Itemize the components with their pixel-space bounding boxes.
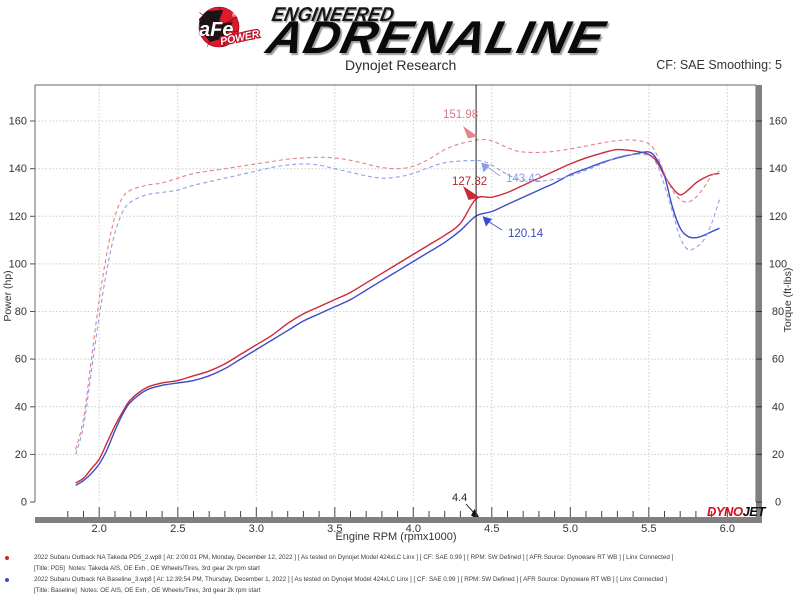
svg-text:140: 140 <box>769 163 787 175</box>
svg-text:120.14: 120.14 <box>508 228 544 240</box>
svg-text:5.0: 5.0 <box>563 523 578 535</box>
svg-text:0: 0 <box>775 497 781 509</box>
svg-text:151.98: 151.98 <box>443 109 478 121</box>
svg-text:160: 160 <box>9 116 27 128</box>
svg-text:3.0: 3.0 <box>249 523 264 535</box>
svg-text:127.32: 127.32 <box>452 176 487 188</box>
svg-text:6.0: 6.0 <box>720 523 735 535</box>
svg-text:60: 60 <box>772 354 784 366</box>
svg-text:Power (hp): Power (hp) <box>2 270 14 321</box>
svg-text:160: 160 <box>769 116 787 128</box>
svg-text:Torque (ft-lbs): Torque (ft-lbs) <box>782 268 794 333</box>
svg-text:40: 40 <box>15 401 27 413</box>
svg-text:20: 20 <box>772 449 784 461</box>
svg-text:140: 140 <box>9 163 27 175</box>
svg-text:4.5: 4.5 <box>484 523 499 535</box>
svg-text:0: 0 <box>21 497 27 509</box>
svg-text:40: 40 <box>772 401 784 413</box>
svg-text:60: 60 <box>15 354 27 366</box>
svg-text:2.0: 2.0 <box>92 523 107 535</box>
svg-text:DYNOJET: DYNOJET <box>707 504 766 519</box>
svg-text:80: 80 <box>15 306 27 318</box>
svg-text:4.4: 4.4 <box>452 492 467 504</box>
svg-text:120: 120 <box>9 211 27 223</box>
svg-text:143.42: 143.42 <box>506 173 541 185</box>
svg-text:20: 20 <box>15 449 27 461</box>
svg-text:Engine RPM (rpmx1000): Engine RPM (rpmx1000) <box>335 531 456 543</box>
svg-text:2.5: 2.5 <box>170 523 185 535</box>
svg-text:100: 100 <box>9 258 27 270</box>
svg-text:120: 120 <box>769 211 787 223</box>
svg-text:5.5: 5.5 <box>641 523 656 535</box>
